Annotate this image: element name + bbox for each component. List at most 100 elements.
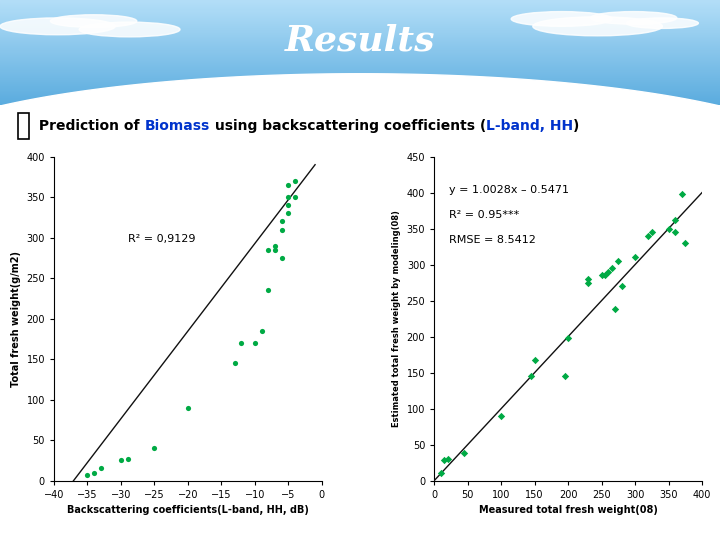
Point [148,444,160,453]
Point [282,209,294,218]
Bar [0,74,720,75]
Circle shape [50,15,137,28]
Bar [0,70,720,71]
Bar [0,43,720,44]
Point [646,228,657,237]
Bar [0,18,720,19]
Point [249,339,261,347]
Circle shape [533,17,662,36]
Point [459,449,470,457]
Circle shape [590,11,677,24]
Bar [0,65,720,66]
Bar [0,69,720,70]
Bar [0,98,720,99]
Bar [0,29,720,30]
Point [562,334,574,342]
Point [629,253,641,262]
Bar [0,22,720,23]
Point [289,177,301,185]
Bar [0,79,720,80]
Point [89,469,100,478]
Text: Prediction of: Prediction of [34,119,145,132]
Bar [0,86,720,87]
Point [663,224,675,233]
Bar [0,33,720,35]
Point [263,286,274,295]
Bar [0,57,720,58]
Bar [0,101,720,102]
Point [643,232,654,240]
Bar [0,46,720,48]
Bar [18,112,29,138]
Bar [0,20,720,21]
Bar [0,4,720,5]
Bar [0,77,720,78]
Point [670,228,681,237]
Bar [0,100,720,101]
Point [438,456,450,465]
Bar [0,53,720,55]
Bar [0,81,720,82]
Bar [0,49,720,50]
Point [676,190,688,198]
Bar [0,15,720,16]
Point [263,245,274,254]
Bar [0,50,720,51]
Text: Results: Results [284,23,436,57]
Text: Biomass: Biomass [145,119,210,132]
Bar [0,39,720,40]
Circle shape [0,18,115,35]
Point [282,201,294,210]
Point [122,455,133,463]
Circle shape [79,22,180,37]
Point [435,469,446,478]
Point [609,305,621,314]
Bar [0,103,720,104]
Text: y = 1.0028x – 0.5471: y = 1.0028x – 0.5471 [449,185,569,194]
Bar [0,44,720,45]
Bar [0,85,720,86]
Point [289,193,301,201]
Bar [0,89,720,90]
Point [670,215,681,224]
Bar [0,76,720,77]
Point [276,217,287,226]
Bar [0,60,720,61]
Point [276,225,287,234]
Point [81,470,93,480]
Point [606,264,617,273]
Bar [0,63,720,64]
Bar [0,28,720,29]
Bar [0,11,720,12]
Bar [0,17,720,18]
Bar [0,84,720,85]
Bar [0,3,720,4]
Text: RMSE = 8.5412: RMSE = 8.5412 [449,235,536,245]
Bar [0,83,720,84]
Point [603,267,614,276]
Bar [0,73,720,74]
Point [613,256,624,265]
Bar [0,1,720,2]
Bar [0,90,720,91]
Bar [0,104,720,105]
Bar [0,31,720,32]
Point [559,372,570,381]
Bar [0,6,720,8]
Point [616,282,627,291]
Bar [0,68,720,69]
Bar [0,96,720,97]
Bar [0,10,720,11]
Point [599,271,611,280]
Bar [0,80,720,81]
Bar [0,35,720,36]
Bar [0,9,720,10]
Bar [0,93,720,94]
Bar [0,0,720,1]
Bar [0,8,720,9]
Point [269,245,281,254]
Point [182,403,194,412]
Point [582,275,594,284]
Point [596,271,608,280]
Bar [0,64,720,65]
